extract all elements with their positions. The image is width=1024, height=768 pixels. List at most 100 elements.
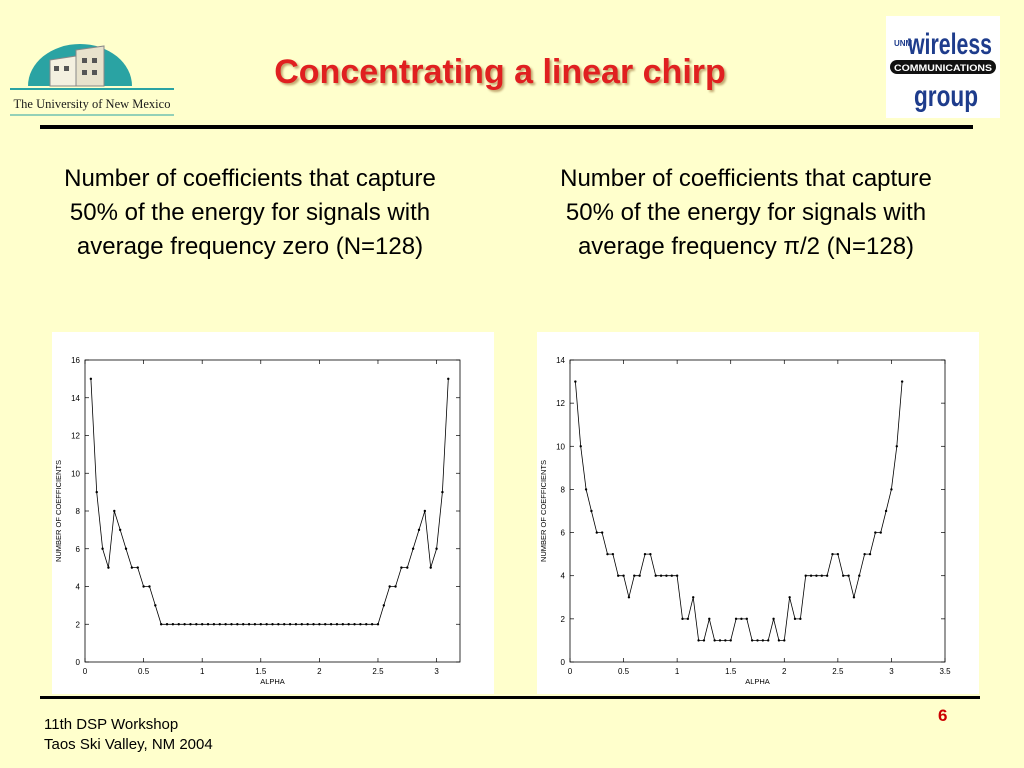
data-point bbox=[638, 574, 641, 577]
data-point bbox=[142, 585, 145, 588]
data-point bbox=[171, 623, 175, 626]
footer: 11th DSP Workshop Taos Ski Valley, NM 20… bbox=[44, 715, 213, 755]
data-point bbox=[312, 623, 315, 626]
data-point bbox=[595, 531, 598, 534]
data-point bbox=[107, 566, 110, 569]
data-point bbox=[863, 552, 866, 556]
x-axis-label: ALPHA bbox=[745, 677, 770, 686]
data-point bbox=[224, 623, 227, 626]
wcg-logo-bottom: group bbox=[914, 80, 978, 113]
data-point bbox=[124, 547, 128, 550]
data-point bbox=[675, 574, 679, 577]
data-point bbox=[809, 574, 813, 577]
data-point bbox=[206, 623, 210, 626]
x-tick-label: 1 bbox=[200, 667, 205, 676]
data-point bbox=[376, 623, 380, 626]
wcg-logo-top: UNM bbox=[894, 39, 913, 48]
unm-logo-text: The University of New Mexico bbox=[14, 97, 171, 111]
series-line bbox=[575, 381, 903, 641]
data-point bbox=[429, 566, 432, 569]
data-point bbox=[447, 377, 450, 381]
data-point bbox=[772, 617, 775, 621]
data-point bbox=[283, 623, 286, 626]
x-tick-label: 1.5 bbox=[255, 667, 267, 676]
data-point bbox=[411, 547, 415, 550]
data-point bbox=[643, 552, 647, 556]
data-point bbox=[183, 623, 186, 626]
data-point bbox=[617, 574, 620, 577]
data-point bbox=[708, 617, 711, 621]
data-point bbox=[729, 639, 732, 642]
data-point bbox=[212, 623, 216, 626]
data-point bbox=[353, 623, 356, 626]
data-point bbox=[718, 639, 722, 642]
data-point bbox=[341, 623, 345, 626]
data-point bbox=[713, 639, 716, 642]
y-tick-label: 4 bbox=[561, 572, 566, 581]
data-point bbox=[884, 509, 888, 513]
data-point bbox=[611, 552, 615, 556]
data-point bbox=[799, 617, 802, 621]
slide-title: Concentrating a linear chirp bbox=[274, 53, 726, 91]
chart-left: 0 0.5 1 1.5 2 2.5 3 0 2 4 6 8 10 12 14 16 ALPHA NUMBER OF… bbox=[54, 356, 461, 686]
data-point bbox=[294, 623, 298, 626]
data-point bbox=[195, 623, 198, 626]
data-point bbox=[259, 623, 262, 626]
unm-logo: The University of New Mexico bbox=[10, 44, 174, 116]
data-point bbox=[825, 574, 829, 577]
data-point bbox=[842, 574, 845, 577]
data-point bbox=[890, 488, 893, 491]
x-tick-label: 3 bbox=[434, 667, 439, 676]
data-point bbox=[95, 490, 98, 494]
data-point bbox=[895, 445, 898, 448]
data-point bbox=[236, 623, 239, 626]
data-point bbox=[388, 585, 391, 588]
data-point bbox=[745, 617, 748, 621]
data-point bbox=[335, 623, 339, 626]
data-point bbox=[242, 623, 245, 626]
data-point bbox=[159, 623, 163, 626]
data-point bbox=[804, 574, 807, 577]
data-point bbox=[783, 639, 786, 642]
data-point bbox=[113, 509, 116, 513]
data-point bbox=[724, 639, 727, 642]
data-point bbox=[318, 623, 321, 626]
chart-right: 0 0.5 1 1.5 2 2.5 3 3.5 0 2 4 6 8 10 12 14 ALPHA NUMBER O… bbox=[539, 356, 951, 686]
data-point bbox=[417, 528, 421, 532]
data-point bbox=[148, 585, 151, 588]
data-point bbox=[761, 639, 765, 642]
data-point bbox=[606, 552, 609, 556]
data-point bbox=[681, 617, 684, 621]
footer-line-1: 11th DSP Workshop bbox=[44, 716, 179, 733]
footer-line-2: Taos Ski Valley, NM 2004 bbox=[44, 736, 213, 753]
caption-right: Number of coefficients that capture 50% … bbox=[560, 165, 932, 260]
data-point bbox=[686, 617, 690, 621]
data-point bbox=[118, 528, 122, 532]
x-tick-label: 0.5 bbox=[138, 667, 150, 676]
data-point bbox=[247, 623, 251, 626]
data-point bbox=[154, 604, 157, 607]
x-axis-label: ALPHA bbox=[260, 677, 285, 686]
data-point bbox=[574, 380, 577, 383]
data-point bbox=[441, 490, 444, 494]
plot-frame bbox=[569, 359, 946, 663]
footer-divider bbox=[40, 696, 980, 699]
data-point bbox=[649, 552, 652, 556]
y-axis-label: NUMBER OF COEFFICIENTS bbox=[539, 460, 548, 562]
y-tick-label: 12 bbox=[556, 399, 565, 408]
data-point bbox=[874, 531, 877, 534]
data-point bbox=[600, 531, 604, 534]
data-point bbox=[702, 639, 706, 642]
data-point bbox=[324, 623, 327, 626]
y-tick-label: 6 bbox=[561, 529, 566, 538]
data-point bbox=[858, 574, 861, 577]
y-tick-label: 0 bbox=[561, 658, 566, 667]
x-tick-label: 1.5 bbox=[725, 667, 737, 676]
data-point bbox=[756, 639, 759, 642]
data-point bbox=[692, 596, 695, 599]
data-point bbox=[177, 623, 180, 626]
x-tick-label: 2 bbox=[782, 667, 787, 676]
data-point bbox=[740, 617, 743, 621]
y-tick-label: 10 bbox=[556, 442, 565, 451]
x-tick-label: 0 bbox=[568, 667, 573, 676]
